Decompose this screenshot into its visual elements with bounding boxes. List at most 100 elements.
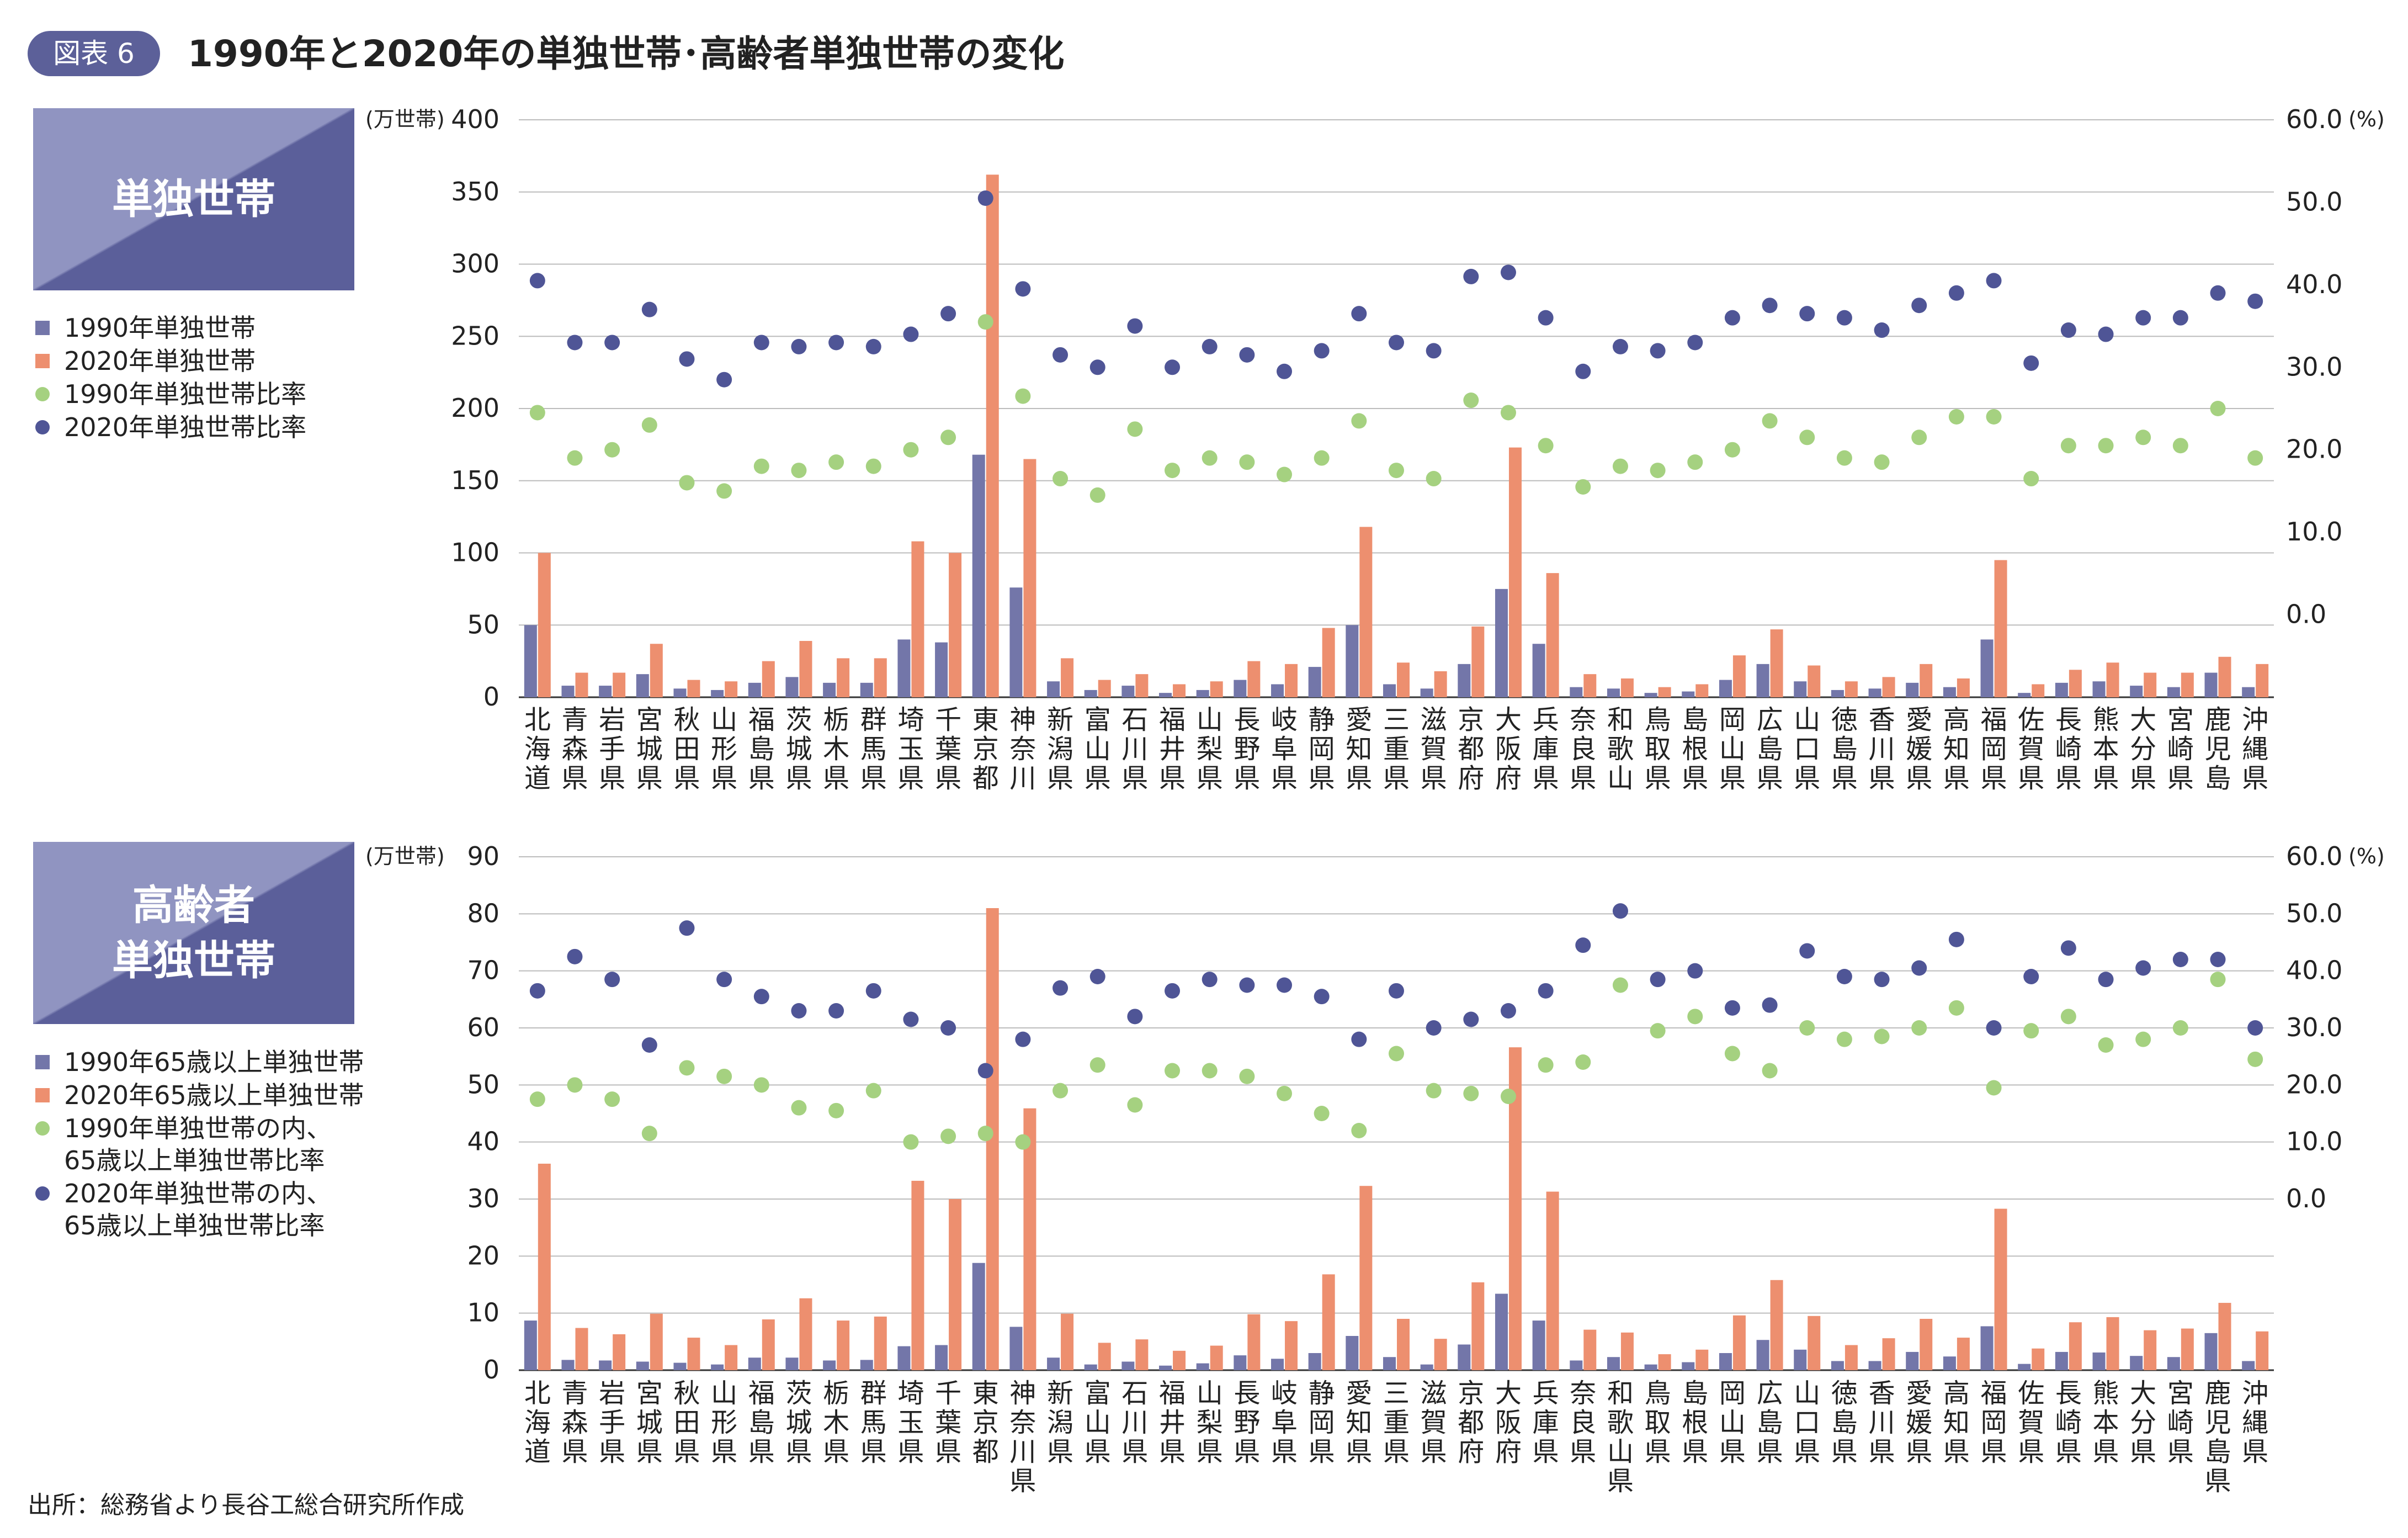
legend-swatch (35, 1055, 50, 1069)
legend-item: 1990年単独世帯比率 (33, 378, 375, 410)
bar (1308, 1353, 1321, 1370)
dot (1724, 1046, 1740, 1062)
dot (1687, 335, 1703, 351)
category-label: 北海道 (524, 1378, 551, 1467)
bar (1770, 629, 1783, 697)
bar (524, 625, 537, 697)
bar (1084, 1364, 1097, 1370)
bar (599, 686, 612, 697)
bar (1471, 626, 1485, 697)
category-label: 福岡県 (1981, 1378, 2007, 1467)
chart-elderly-single-households: 0 10 20 30 40 50 60 70 80 90 (万世帯) 0.0 10.0 20.0 30.0 4… (365, 841, 2385, 1497)
dot (1314, 989, 1330, 1005)
bar (561, 1360, 575, 1370)
bar (1808, 1316, 1821, 1370)
dot (2172, 310, 2188, 326)
dot (1165, 1063, 1181, 1079)
bar (613, 672, 626, 697)
dot (604, 335, 620, 351)
bar (1957, 678, 1970, 697)
bar (2242, 1361, 2255, 1370)
bar (1061, 658, 1074, 697)
bar (1247, 661, 1261, 697)
bar (2032, 1348, 2045, 1370)
category-label: 長野県 (1234, 1378, 1260, 1467)
bar (972, 1263, 985, 1370)
dot (1799, 429, 1815, 446)
category-label: 佐賀県 (2018, 704, 2044, 794)
dot (1314, 450, 1330, 466)
dot (2098, 326, 2114, 342)
legend-label: 2020年単独世帯の内、 65歳以上単独世帯比率 (64, 1179, 332, 1240)
dot (1575, 937, 1591, 953)
category-label: 熊本県 (2093, 704, 2119, 794)
dot (1650, 1023, 1666, 1039)
bar (949, 553, 962, 697)
left-tick-label: 0 (483, 682, 499, 712)
category-label: 新潟県 (1047, 1378, 1073, 1467)
bar (613, 1334, 626, 1370)
dot (1127, 421, 1143, 437)
dot (679, 475, 695, 491)
dot (903, 1134, 919, 1150)
legend-label: 1990年単独世帯の内、 65歳以上単独世帯比率 (64, 1113, 332, 1175)
dot (529, 405, 545, 421)
dot (529, 983, 545, 999)
bar (1210, 681, 1223, 697)
bar (1682, 691, 1695, 697)
category-label: 石川県 (1121, 704, 1148, 794)
bar (1420, 688, 1433, 697)
dot (1351, 306, 1367, 322)
dot (1389, 463, 1404, 479)
category-label: 富山県 (1085, 1378, 1111, 1467)
dot (2023, 969, 2039, 984)
dot (1986, 1020, 2002, 1036)
left-axis-unit: (万世帯) (365, 844, 445, 868)
dot (1612, 903, 1628, 919)
dot (1052, 347, 1069, 363)
source-note: 出所：総務省より長谷工総合研究所作成 (28, 1491, 465, 1519)
bar (1607, 1357, 1620, 1370)
right-tick-label: 10.0 (2286, 1127, 2342, 1157)
dot (1650, 343, 1666, 359)
dot (529, 273, 545, 289)
left-tick-label: 0 (483, 1355, 499, 1385)
category-label: 東京都 (972, 1378, 999, 1467)
bar (2069, 1322, 2082, 1370)
category-label: 島根県 (1682, 704, 1708, 794)
bar (935, 1345, 948, 1370)
dot (1089, 359, 1105, 375)
bar (2144, 672, 2157, 697)
category-label: 岩手県 (599, 704, 625, 794)
left-tick-label: 40 (467, 1127, 499, 1157)
category-label: 香川県 (1869, 704, 1895, 794)
dot (2172, 1020, 2188, 1036)
bar (860, 1360, 873, 1370)
bar (1271, 1359, 1284, 1370)
right-tick-label: 0.0 (2286, 600, 2326, 629)
legend-item: 2020年単独世帯 (33, 345, 375, 377)
dot (1426, 1020, 1442, 1036)
bar (1359, 1186, 1373, 1370)
dot (2247, 450, 2263, 466)
bar (1135, 674, 1149, 697)
dot (1874, 322, 1890, 338)
dot (1314, 1106, 1330, 1121)
category-label: 高知県 (1943, 1378, 1970, 1467)
panel-title-box-single: 単独世帯 (33, 108, 354, 290)
bar (785, 677, 799, 697)
dot (1911, 960, 1927, 976)
category-label: 山形県 (711, 704, 737, 794)
dot (2247, 1020, 2263, 1036)
bar (1135, 1339, 1149, 1370)
dot (828, 1003, 844, 1019)
bar (1196, 690, 1209, 697)
bar (1844, 1345, 1858, 1370)
dot (1277, 363, 1293, 379)
bar (1023, 459, 1036, 697)
dot (1127, 318, 1143, 334)
left-tick-label: 20 (467, 1240, 499, 1270)
category-label: 宮城県 (636, 704, 663, 794)
bar (2167, 1357, 2180, 1370)
left-tick-label: 200 (451, 393, 499, 423)
